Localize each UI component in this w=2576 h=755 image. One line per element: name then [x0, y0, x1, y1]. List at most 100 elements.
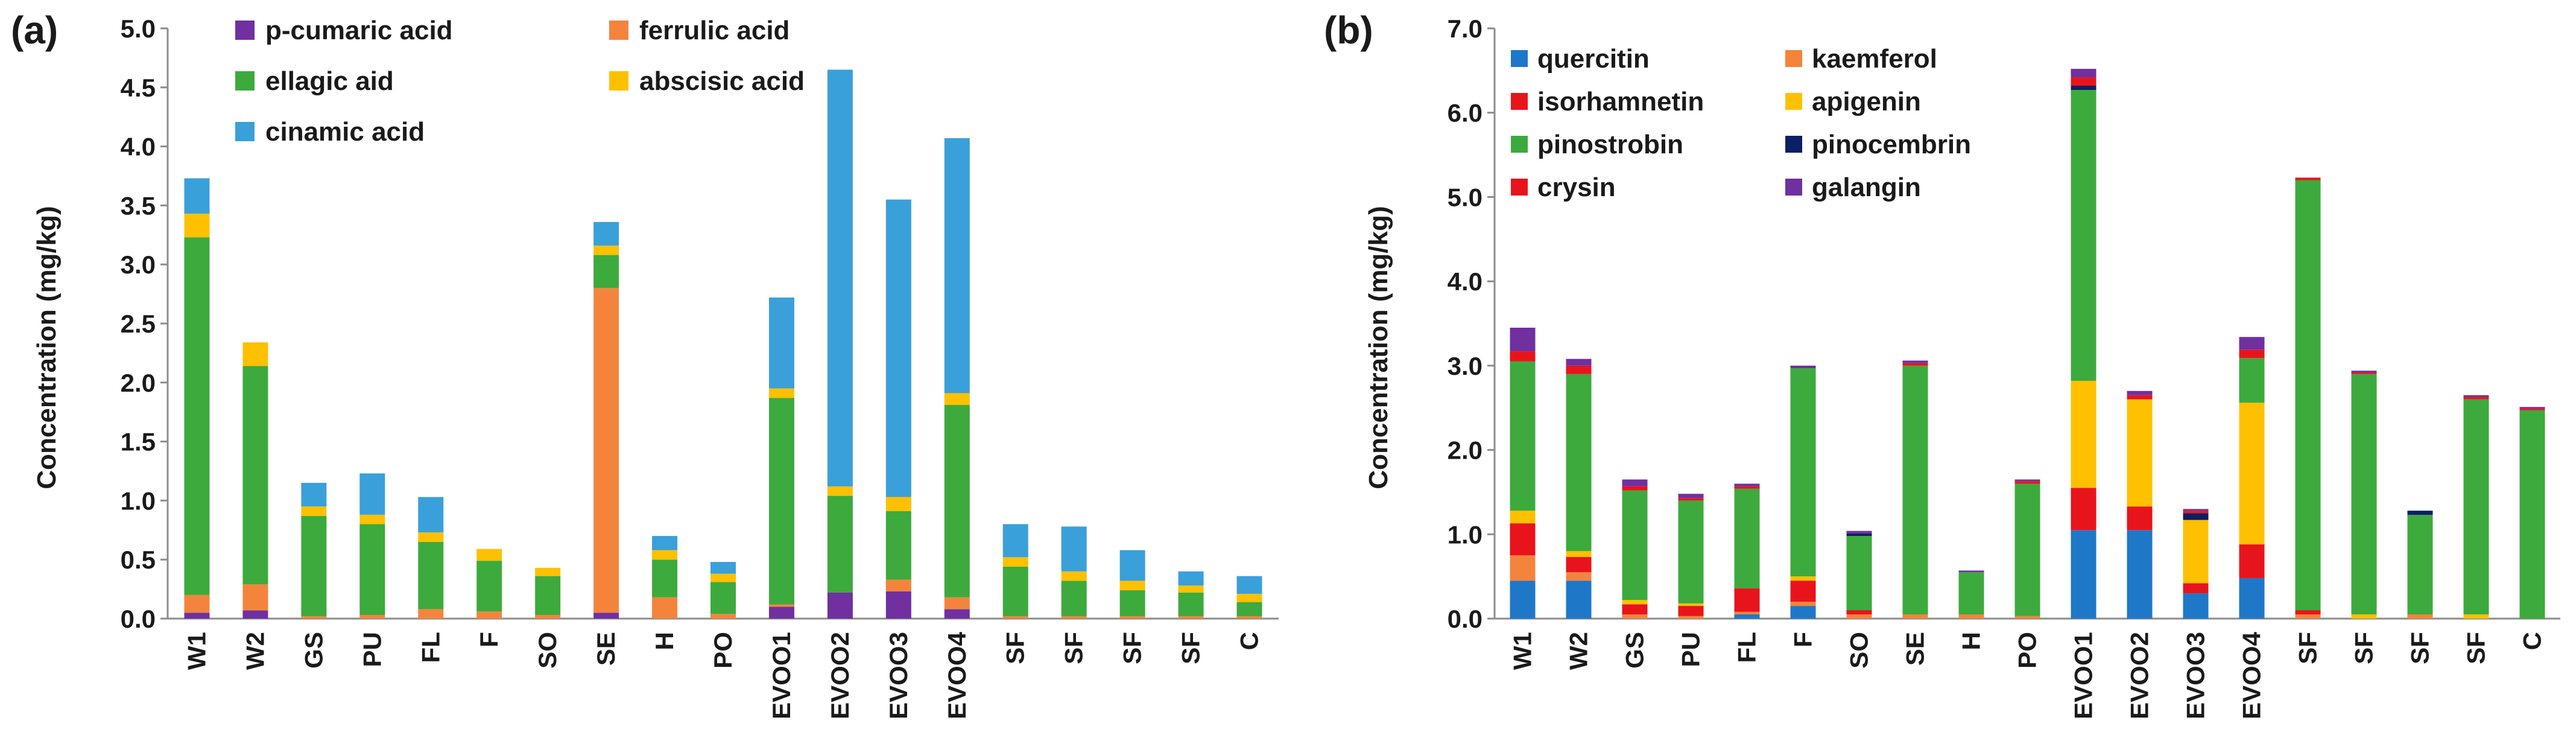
legend-label: galangin	[1812, 173, 1921, 202]
bar-segment-crysin	[2519, 409, 2545, 410]
bar-segment-abscisic-acid	[885, 497, 911, 512]
x-tick-label: SF	[2462, 632, 2490, 664]
bar-segment-cinamic-acid	[944, 138, 970, 393]
bar-segment-ferrulic-acid	[1002, 616, 1028, 619]
bar-segment-galangin	[2463, 395, 2489, 397]
chart-panel-b: (b) 0.0 1.0 2.0 3.0 4.0 5.0 6.0 7.0 Concentratio…	[1324, 8, 2560, 719]
bar-segment-galangin	[2351, 371, 2377, 373]
y-tick-label: 0.0	[121, 605, 156, 633]
bar-segment-p-cumaric-acid	[768, 607, 794, 619]
legend-label: ellagic aid	[265, 66, 394, 96]
legend-swatch	[235, 71, 255, 91]
bar-segment-isorhamnetin	[2239, 544, 2265, 578]
legend-label: apigenin	[1812, 87, 1921, 116]
bar-segment-ellagic-aid	[768, 398, 794, 605]
bar-segment-cinamic-acid	[184, 178, 210, 214]
bar-segment-p-cumaric-acid	[827, 592, 853, 619]
bar-segment-ellagic-aid	[652, 559, 678, 597]
y-tick-label: 3.0	[121, 250, 156, 279]
legend-swatch	[1785, 179, 1802, 196]
bar-segment-pinostrobin	[2519, 410, 2545, 619]
bar-segment-ellagic-aid	[301, 515, 327, 617]
legend-swatch	[1785, 136, 1802, 153]
y-tick-label: 5.0	[121, 14, 156, 43]
x-tick-label: EVOO3	[2182, 632, 2210, 719]
x-tick-label: SE	[1901, 632, 1929, 666]
x-tick-label: W1	[182, 632, 210, 670]
panel-label-b: (b)	[1324, 8, 1373, 52]
bar-segment-apigenin	[2183, 520, 2209, 584]
bar-segment-galangin	[1510, 327, 1536, 352]
bar-segment-cinamic-acid	[1002, 524, 1028, 558]
x-tick-label: FL	[416, 632, 445, 663]
y-axis-label: Concentration (mg/kg)	[1364, 206, 1393, 489]
bar-segment-abscisic-acid	[1236, 593, 1262, 602]
y-tick-label: 4.5	[121, 74, 156, 102]
bar-segment-crysin	[1734, 486, 1760, 489]
bar-segment-abscisic-acid	[944, 393, 970, 405]
y-tick-label: 2.5	[121, 310, 156, 338]
legend-swatch	[235, 122, 255, 141]
bar-segment-apigenin	[2239, 403, 2265, 545]
bar-segment-cinamic-acid	[1061, 526, 1087, 572]
bar-segment-kaemferol	[2407, 614, 2433, 619]
x-tick-label: EVOO1	[2069, 632, 2098, 719]
bar-segment-cinamic-acid	[418, 497, 444, 533]
bar-segment-ferrulic-acid	[593, 288, 619, 613]
bar-segment-isorhamnetin	[2183, 583, 2209, 594]
bar-segment-pinostrobin	[2463, 399, 2489, 615]
y-tick-label: 2.0	[1448, 436, 1483, 465]
bar-segment-isorhamnetin	[2071, 488, 2097, 530]
bar-segment-kaemferol	[1734, 611, 1760, 615]
legend-label: ferrulic acid	[639, 16, 790, 45]
bar-segment-quercitin	[2127, 530, 2153, 619]
legend-label: crysin	[1537, 173, 1616, 202]
bar-segment-abscisic-acid	[1178, 585, 1204, 593]
bar-segment-ellagic-aid	[242, 366, 268, 585]
y-tick-label: 0.5	[121, 546, 156, 574]
bar-segment-isorhamnetin	[2127, 506, 2153, 530]
bar-segment-cinamic-acid	[1236, 576, 1262, 594]
bar-segment-isorhamnetin	[1622, 604, 1648, 615]
bar-segment-pinostrobin	[2239, 358, 2265, 403]
bar-segment-ferrulic-acid	[885, 579, 911, 592]
bar-segment-crysin	[2014, 481, 2040, 484]
bar-segment-crysin	[2127, 395, 2153, 400]
x-tick-label: PO	[2013, 632, 2042, 669]
bar-segment-ellagic-aid	[593, 255, 619, 288]
bar-segment-galangin	[2127, 390, 2153, 395]
bar-segment-galangin	[1958, 570, 1984, 573]
bar-segment-ellagic-aid	[1178, 592, 1204, 617]
bar-segment-ferrulic-acid	[476, 611, 502, 619]
x-tick-label: EVOO2	[2125, 632, 2154, 719]
bar-segment-ferrulic-acid	[768, 604, 794, 607]
x-tick-label: F	[1789, 632, 1817, 648]
bar-segment-apigenin	[1790, 576, 1816, 581]
bar-segment-crysin	[1902, 363, 1928, 366]
x-tick-label: W2	[1565, 632, 1593, 670]
x-tick-label: GS	[1621, 632, 1649, 669]
bar-segment-quercitin	[2183, 593, 2209, 619]
bar-segment-pinostrobin	[1622, 490, 1648, 600]
bar-segment-crysin	[2183, 511, 2209, 514]
bar-segment-kaemferol	[1678, 616, 1704, 619]
bar-segment-kaemferol	[1846, 614, 1872, 619]
x-tick-label: SF	[2350, 632, 2378, 664]
bar-segment-apigenin	[2463, 614, 2489, 619]
bar-segment-abscisic-acid	[418, 532, 444, 542]
bar-segment-p-cumaric-acid	[242, 610, 268, 619]
bar-segment-ferrulic-acid	[242, 584, 268, 611]
legend-swatch	[1511, 136, 1528, 153]
bar-segment-apigenin	[1678, 603, 1704, 607]
y-tick-label: 1.5	[121, 428, 156, 456]
bar-segment-abscisic-acid	[301, 506, 327, 516]
bar-segment-ellagic-aid	[418, 541, 444, 610]
chart-panel-a: (a) 0.0 0.5 1.0 1.5 2.0 2.5 3.0 3.5 4.0 4.5 5.0 Con…	[11, 8, 1279, 719]
legend-label: pinostrobin	[1537, 130, 1683, 159]
bar-segment-p-cumaric-acid	[885, 591, 911, 619]
x-tick-label: PO	[709, 632, 737, 669]
bar-segment-pinostrobin	[1846, 536, 1872, 611]
bar-segment-galangin	[2014, 479, 2040, 482]
bar-segment-ellagic-aid	[1002, 566, 1028, 617]
bar-segment-quercitin	[1790, 606, 1816, 619]
